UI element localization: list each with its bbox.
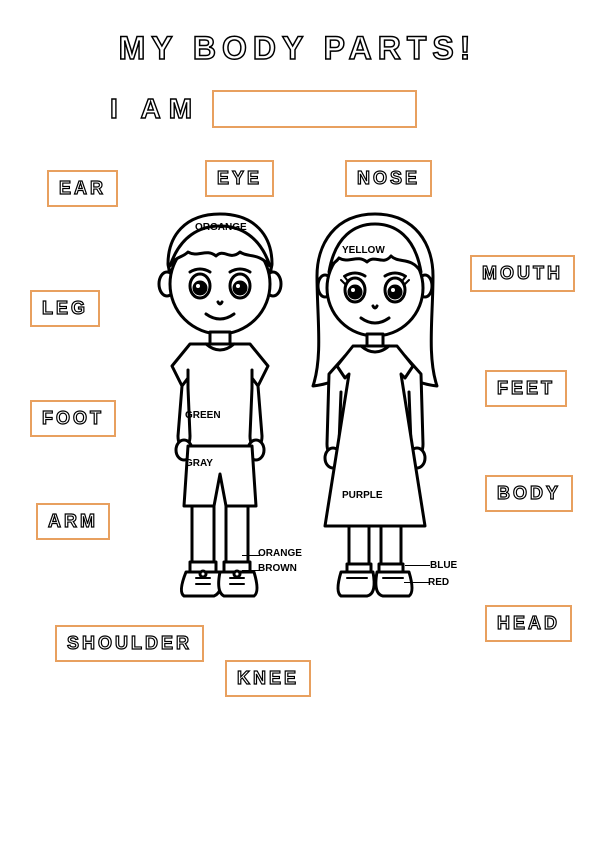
pointer-line bbox=[242, 570, 260, 571]
girl-figure bbox=[295, 206, 455, 611]
name-input-box[interactable] bbox=[212, 90, 417, 128]
label-shoulder: SHOULDER bbox=[55, 625, 204, 662]
label-eye: EYE bbox=[205, 160, 274, 197]
pointer-line bbox=[405, 565, 430, 566]
color-note-green: GREEN bbox=[185, 410, 221, 421]
color-note-gray: GRAY bbox=[185, 458, 213, 469]
label-body: BODY bbox=[485, 475, 573, 512]
page-title: MY BODY PARTS! bbox=[0, 30, 595, 67]
color-note-orange: ORANGE bbox=[258, 548, 302, 559]
pointer-line bbox=[404, 582, 429, 583]
label-feet: FEET bbox=[485, 370, 567, 407]
label-mouth: MOUTH bbox=[470, 255, 575, 292]
label-knee: KNEE bbox=[225, 660, 311, 697]
label-foot: FOOT bbox=[30, 400, 116, 437]
color-note-brown: BROWN bbox=[258, 563, 297, 574]
color-note-organge: ORGANGE bbox=[195, 222, 247, 233]
name-prompt-row: I AM bbox=[110, 90, 417, 128]
color-note-red: RED bbox=[428, 577, 449, 588]
color-note-blue: BLUE bbox=[430, 560, 457, 571]
label-head: HEAD bbox=[485, 605, 572, 642]
label-arm: ARM bbox=[36, 503, 110, 540]
pointer-line bbox=[242, 555, 260, 556]
label-leg: LEG bbox=[30, 290, 100, 327]
color-note-yellow: YELLOW bbox=[342, 245, 385, 256]
color-note-purple: PURPLE bbox=[342, 490, 383, 501]
worksheet-page: MY BODY PARTS! I AM bbox=[0, 0, 595, 842]
label-ear: EAR bbox=[47, 170, 118, 207]
i-am-label: I AM bbox=[110, 93, 200, 125]
label-nose: NOSE bbox=[345, 160, 432, 197]
